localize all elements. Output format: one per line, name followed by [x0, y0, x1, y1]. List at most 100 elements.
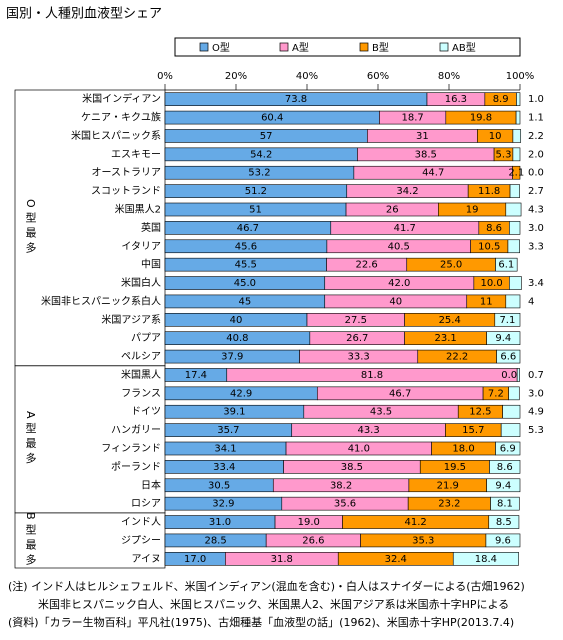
bar-segment: [507, 239, 520, 254]
value-label: 53.2: [248, 168, 270, 179]
value-label: 11: [480, 296, 493, 307]
legend-swatch: [439, 42, 449, 52]
category-label: 日本: [141, 478, 161, 491]
category-label: フィンランド: [101, 443, 161, 455]
value-label: 46.7: [389, 388, 411, 399]
value-label: 57: [260, 131, 273, 142]
group-label: B型最多: [24, 512, 37, 569]
value-label: 22.6: [356, 260, 378, 271]
note: 米国非ヒスパニック白人、米国ヒスパニック、米国黒人2、米国アジア系は米国赤十字H…: [38, 597, 509, 611]
category-label: スコットランド: [91, 185, 161, 197]
bar-segment: [515, 110, 521, 125]
value-label: 23.2: [438, 499, 460, 510]
value-label: 54.2: [250, 149, 272, 160]
value-label: 8.6: [497, 462, 513, 473]
bar-segment: [494, 313, 521, 327]
value-label: 19.8: [470, 113, 492, 124]
bar-segment: [505, 202, 522, 217]
legend-label: B型: [372, 41, 389, 54]
bar-segment: [505, 294, 521, 309]
category-label: 米国インディアン: [82, 92, 161, 105]
value-label: 35.7: [217, 425, 239, 436]
bar-segment: [495, 441, 521, 456]
value-label: 38.5: [415, 149, 437, 160]
legend-label: A型: [292, 41, 309, 54]
value-label: 43.5: [370, 407, 392, 418]
bar-segment: [502, 404, 521, 419]
value-label: 26.7: [346, 333, 368, 344]
value-label: 8.9: [493, 94, 509, 105]
value-label: 4.3: [528, 205, 544, 216]
category-label: ロシア: [131, 499, 161, 510]
value-label: 5.3: [528, 425, 544, 436]
value-label: 44.7: [422, 168, 444, 179]
value-label: 43.3: [357, 425, 379, 436]
value-label: 1.0: [528, 94, 544, 105]
value-label: 19.0: [298, 517, 320, 528]
bar-segment: [509, 221, 521, 235]
value-label: 8.5: [496, 517, 512, 528]
value-label: 31.0: [209, 517, 231, 528]
legend-swatch: [199, 42, 209, 52]
category-label: ジプシー: [121, 534, 161, 546]
value-label: 22.2: [446, 352, 468, 363]
category-label: アイヌ: [132, 554, 162, 565]
value-label: 0.0: [501, 370, 517, 381]
value-label: 4: [528, 296, 534, 307]
bar-segment: [512, 147, 521, 162]
category-label: 米国白人: [121, 276, 161, 289]
bar-segment: [486, 331, 521, 345]
x-tick-label: 60%: [367, 71, 389, 82]
value-label: 3.0: [528, 223, 544, 234]
category-label: 米国アジア系: [101, 313, 161, 326]
value-label: 25.4: [439, 315, 461, 326]
value-label: 28.5: [204, 535, 226, 546]
bar-segment: [500, 423, 521, 437]
bar-segment: [488, 515, 520, 529]
value-label: 2.1: [508, 168, 524, 179]
value-label: 30.5: [208, 480, 230, 491]
chart-title: 国別・人種別血液型シェア: [6, 6, 162, 22]
category-label: フランス: [121, 387, 161, 399]
x-tick-label: 80%: [438, 71, 460, 82]
bar-segment: [509, 184, 520, 198]
category-label: インド人: [121, 516, 161, 528]
value-label: 46.7: [237, 223, 259, 234]
value-label: 6.6: [500, 352, 516, 363]
value-label: 17.0: [184, 554, 206, 565]
value-label: 45.5: [235, 260, 257, 271]
bar-segment: [516, 368, 520, 382]
bar-segment: [509, 276, 522, 290]
value-label: 3.0: [528, 388, 544, 399]
value-label: 21.9: [437, 480, 459, 491]
value-label: 6.1: [498, 260, 514, 271]
value-label: 2.2: [528, 131, 544, 142]
value-label: 81.8: [361, 370, 383, 381]
value-label: 34.1: [214, 444, 236, 455]
value-label: 34.2: [396, 186, 418, 197]
value-label: 41.2: [404, 517, 426, 528]
value-label: 35.3: [412, 535, 434, 546]
value-label: 32.9: [212, 499, 234, 510]
value-label: 26: [386, 205, 399, 216]
value-label: 7.1: [499, 315, 515, 326]
value-label: 4.9: [528, 407, 544, 418]
value-label: 38.2: [330, 480, 352, 491]
value-label: 2.7: [528, 186, 544, 197]
category-label: ドイツ: [131, 407, 161, 418]
value-label: 25.0: [440, 260, 462, 271]
bar-segment: [489, 460, 521, 474]
category-label: パプア: [131, 332, 161, 344]
group-label: A型最多: [24, 411, 37, 468]
value-label: 19: [466, 205, 479, 216]
note: (資料)「カラー生物百科」平凡社(1975)、古畑種基「血液型の話」(1962)…: [8, 615, 514, 629]
value-label: 1.1: [528, 113, 544, 124]
group-label: O型最多: [24, 199, 37, 257]
value-label: 45.0: [234, 278, 256, 289]
bar-segment: [516, 92, 521, 106]
value-label: 6.9: [500, 444, 516, 455]
category-label: イタリア: [121, 240, 161, 252]
legend-label: AB型: [452, 41, 476, 54]
category-label: 米国黒人: [121, 368, 161, 381]
value-label: 10.0: [480, 278, 502, 289]
